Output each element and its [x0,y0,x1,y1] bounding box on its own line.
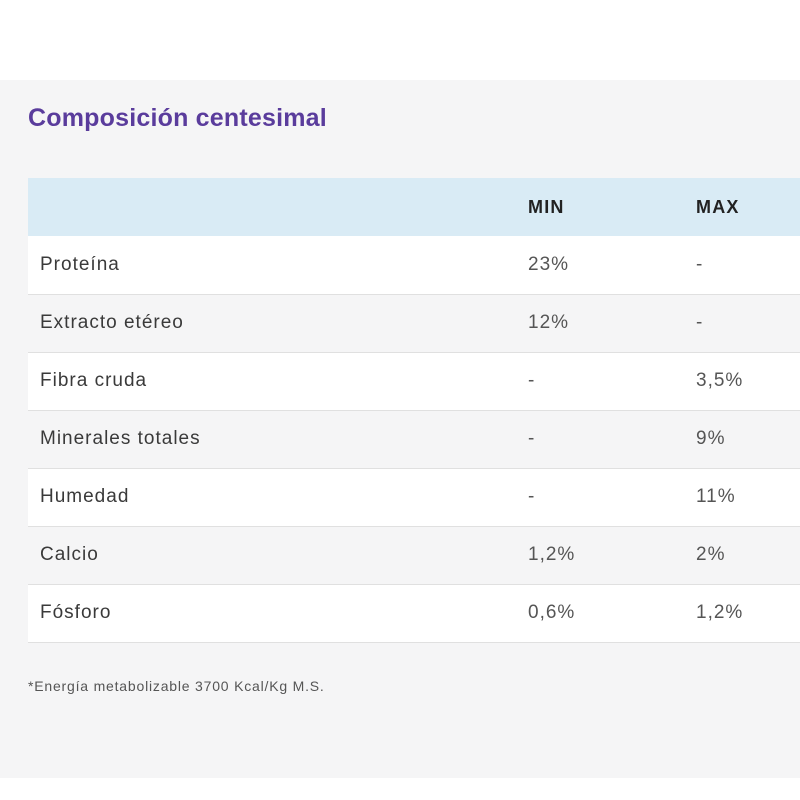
composition-panel [0,80,800,778]
section-title: Composición centesimal [28,104,327,132]
table-row: Humedad - 11% [28,468,800,526]
row-min: 0,6% [528,602,576,623]
row-name: Humedad [40,486,130,507]
row-name: Calcio [40,544,99,565]
table-row: Extracto etéreo 12% - [28,294,800,352]
row-max: 9% [696,428,726,449]
row-max: 2% [696,544,726,565]
row-max: 3,5% [696,370,744,391]
table-row: Minerales totales - 9% [28,410,800,468]
header-max: MAX [696,196,740,217]
row-name: Extracto etéreo [40,312,184,333]
row-name: Fósforo [40,602,112,623]
row-min: - [528,428,536,449]
energy-footnote: *Energía metabolizable 3700 Kcal/Kg M.S. [28,678,325,694]
table-header-row: MIN MAX [28,178,800,236]
row-max: 11% [696,486,736,507]
table-row: Fósforo 0,6% 1,2% [28,584,800,642]
table-row: Fibra cruda - 3,5% [28,352,800,410]
composition-table: MIN MAX Proteína 23% - Extracto etéreo 1… [28,178,800,643]
row-name: Fibra cruda [40,370,148,391]
row-min: 23% [528,253,570,275]
row-min: - [528,370,536,391]
row-max: - [696,253,704,275]
row-name: Minerales totales [40,428,201,449]
header-name [28,178,516,236]
row-min: - [528,486,536,507]
table-row: Proteína 23% - [28,236,800,294]
row-max: - [696,312,704,333]
header-min: MIN [528,196,565,217]
row-max: 1,2% [696,602,744,623]
row-min: 1,2% [528,544,576,565]
row-name: Proteína [40,253,120,275]
row-min: 12% [528,312,570,333]
table-row: Calcio 1,2% 2% [28,526,800,584]
